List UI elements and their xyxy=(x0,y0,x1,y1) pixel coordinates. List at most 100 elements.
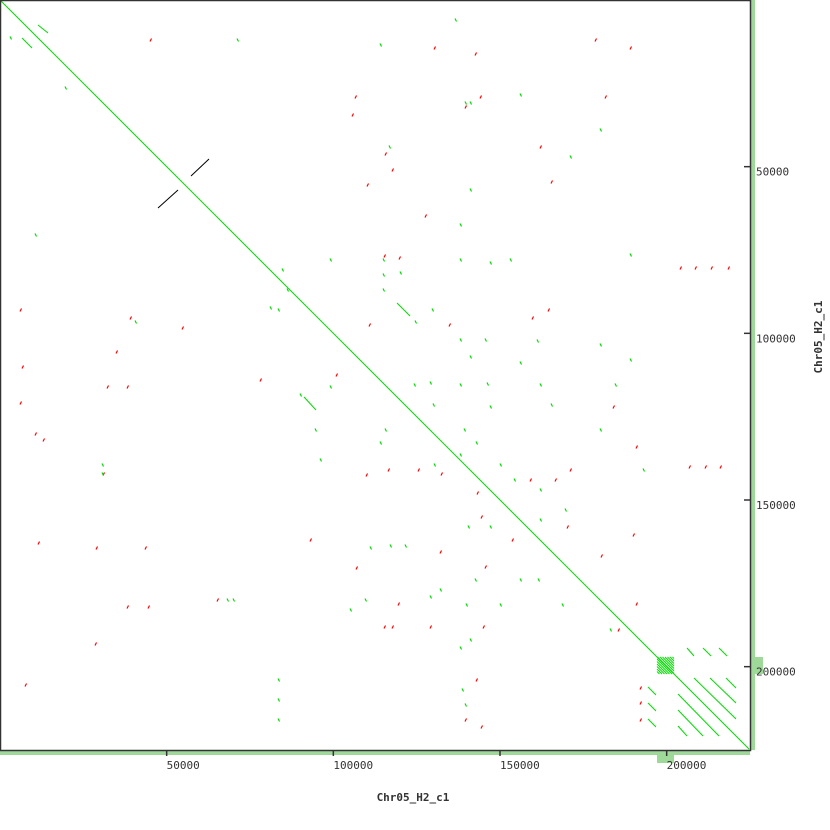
forward-alignment-point xyxy=(364,598,368,602)
forward-alignment-segment xyxy=(725,677,737,689)
reverse-alignment-point xyxy=(694,266,698,270)
forward-alignment-point xyxy=(379,43,383,47)
forward-alignment-point xyxy=(474,578,478,582)
forward-alignment-point xyxy=(134,320,138,324)
reverse-alignment-point xyxy=(639,701,643,705)
forward-alignment-segment xyxy=(693,677,737,720)
repeat-hatch-line xyxy=(656,658,673,675)
reverse-alignment-point xyxy=(710,266,714,270)
forward-alignment-point xyxy=(101,472,105,476)
forward-alignment-point xyxy=(537,578,541,582)
forward-alignment-point xyxy=(349,608,353,612)
reverse-alignment-point xyxy=(569,468,573,472)
reverse-alignment-point xyxy=(594,38,598,42)
reverse-alignment-point xyxy=(259,378,263,382)
reverse-alignment-point xyxy=(547,308,551,312)
forward-alignment-point xyxy=(9,36,13,40)
forward-alignment-point xyxy=(384,428,388,432)
forward-alignment-point xyxy=(629,358,633,362)
reverse-alignment-point xyxy=(484,565,488,569)
reverse-alignment-point xyxy=(433,46,437,50)
reverse-alignment-point xyxy=(629,46,633,50)
forward-alignment-point xyxy=(509,258,513,262)
reverse-alignment-point xyxy=(106,385,110,389)
reverse-alignment-point xyxy=(554,478,558,482)
forward-alignment-segment xyxy=(702,647,712,657)
forward-alignment-point xyxy=(469,188,473,192)
reverse-alignment-point xyxy=(440,472,444,476)
forward-alignment-point xyxy=(463,428,467,432)
y-tick-label: 200000 xyxy=(756,666,796,679)
y-axis-title: Chr05_H2_c1 xyxy=(812,300,825,373)
forward-alignment-point xyxy=(413,383,417,387)
forward-alignment-segment xyxy=(647,718,657,728)
reverse-alignment-point xyxy=(42,438,46,442)
alignment-marks xyxy=(0,0,750,750)
reverse-alignment-point xyxy=(94,642,98,646)
repeat-hatch-line xyxy=(656,661,670,675)
forward-alignment-segment xyxy=(709,677,737,704)
forward-alignment-point xyxy=(269,306,273,310)
x-axis-title: Chr05_H2_c1 xyxy=(377,791,450,804)
forward-alignment-point xyxy=(429,381,433,385)
forward-alignment-point xyxy=(489,525,493,529)
forward-alignment-point xyxy=(609,628,613,632)
reverse-alignment-point xyxy=(688,465,692,469)
forward-alignment-point xyxy=(469,638,473,642)
reverse-alignment-point xyxy=(19,401,23,405)
reverse-alignment-point xyxy=(604,95,608,99)
forward-alignment-point xyxy=(277,308,281,312)
repeat-hatch-line xyxy=(656,668,663,675)
reverse-alignment-point xyxy=(529,478,533,482)
reverse-alignment-point xyxy=(365,473,369,477)
forward-alignment-point xyxy=(286,288,290,292)
reverse-alignment-point xyxy=(147,605,151,609)
forward-alignment-point xyxy=(489,261,493,265)
reverse-alignment-point xyxy=(368,323,372,327)
forward-alignment-point xyxy=(489,405,493,409)
forward-alignment-point xyxy=(454,18,458,22)
x-tick-label: 200000 xyxy=(667,759,707,772)
forward-alignment-point xyxy=(499,603,503,607)
reverse-alignment-point xyxy=(391,168,395,172)
reverse-alignment-point xyxy=(566,525,570,529)
forward-alignment-segment xyxy=(647,702,657,712)
repeat-hatch-line xyxy=(656,663,668,675)
forward-alignment-point xyxy=(629,253,633,257)
forward-alignment-point xyxy=(459,383,463,387)
reverse-alignment-point xyxy=(448,323,452,327)
forward-alignment-point xyxy=(484,338,488,342)
other-alignment-segment xyxy=(157,189,179,209)
forward-alignment-point xyxy=(499,463,503,467)
forward-alignment-point xyxy=(64,86,68,90)
y-axis: 50000 100000 150000 200000 xyxy=(744,166,796,679)
forward-alignment-point xyxy=(382,288,386,292)
reverse-alignment-point xyxy=(424,214,428,218)
forward-alignment-point xyxy=(404,544,408,548)
forward-alignment-segment xyxy=(718,647,728,657)
right-coverage-peak xyxy=(751,657,763,674)
forward-alignment-point xyxy=(614,383,618,387)
forward-alignment-point xyxy=(431,308,435,312)
forward-alignment-point xyxy=(459,646,463,650)
reverse-alignment-point xyxy=(479,95,483,99)
reverse-alignment-point xyxy=(383,625,387,629)
reverse-alignment-point xyxy=(539,145,543,149)
reverse-alignment-point xyxy=(632,533,636,537)
forward-alignment-point xyxy=(429,595,433,599)
forward-alignment-segment xyxy=(686,647,695,657)
forward-alignment-point xyxy=(281,268,285,272)
reverse-alignment-point xyxy=(635,602,639,606)
forward-alignment-point xyxy=(459,338,463,342)
reverse-alignment-point xyxy=(635,445,639,449)
reverse-alignment-point xyxy=(21,365,25,369)
forward-alignment-point xyxy=(414,320,418,324)
y-tick-label: 150000 xyxy=(756,499,796,512)
forward-alignment-segment xyxy=(37,24,49,34)
y-tick-label: 50000 xyxy=(756,166,789,179)
forward-alignment-point xyxy=(519,361,523,365)
forward-alignment-point xyxy=(459,223,463,227)
forward-alignment-point xyxy=(389,544,393,548)
reverse-alignment-point xyxy=(355,566,359,570)
reverse-alignment-point xyxy=(24,683,28,687)
